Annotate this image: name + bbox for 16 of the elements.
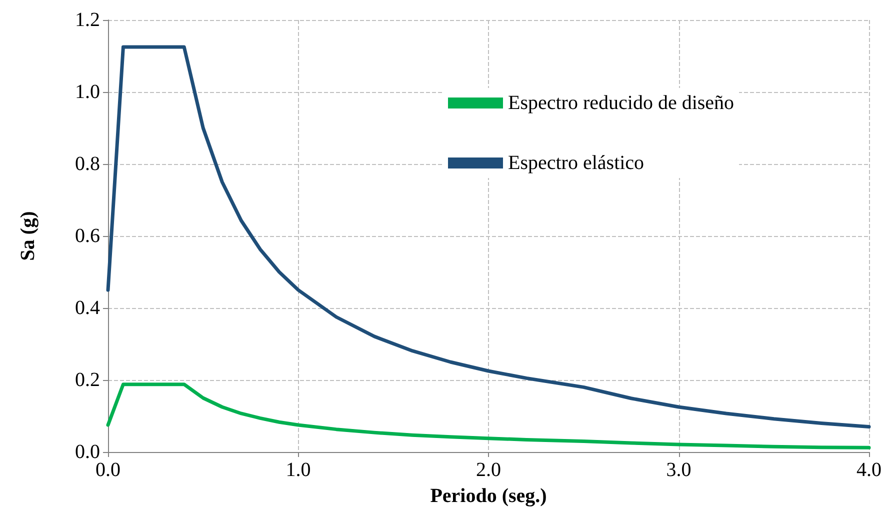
y-axis-title: Sa (g): [17, 211, 39, 261]
y-tick-label: 0.8: [75, 153, 100, 175]
legend-label: Espectro elástico: [508, 152, 644, 174]
line-series: [106, 45, 871, 429]
x-tick-label: 2.0: [476, 459, 501, 481]
y-tick-label: 0.2: [75, 369, 100, 391]
line-series: [106, 382, 871, 450]
x-tick-label: 1.0: [286, 459, 311, 481]
y-tick-label: 0.4: [75, 297, 100, 319]
legend-label: Espectro reducido de diseño: [508, 92, 734, 114]
y-tick-label: 0.6: [75, 225, 100, 247]
y-tick-label: 1.2: [75, 9, 100, 31]
x-tick-label: 4.0: [856, 459, 882, 481]
x-axis-title: Periodo (seg.): [430, 485, 547, 507]
y-tick-label: 1.0: [75, 81, 100, 103]
x-tick-label: 3.0: [666, 459, 692, 481]
